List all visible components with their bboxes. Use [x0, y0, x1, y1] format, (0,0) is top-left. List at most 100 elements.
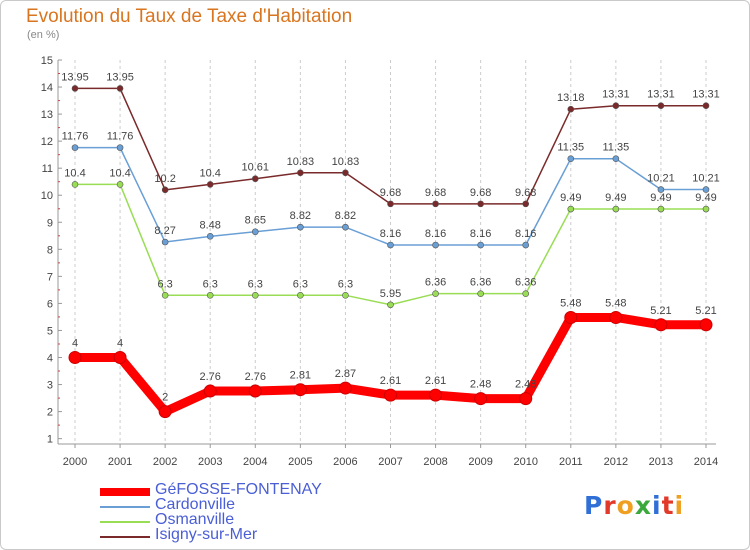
y-tick-label: 11: [42, 163, 53, 175]
data-point-g-fosse-fontenay: [158, 405, 172, 419]
data-point-cardonville: [297, 223, 304, 231]
x-tick-label: 2007: [378, 456, 402, 468]
data-label-osmanville: 9.49: [605, 192, 626, 204]
data-point-osmanville: [567, 205, 575, 213]
data-label-g-fosse-fontenay: 2.61: [380, 375, 401, 387]
data-label-cardonville: 11.35: [602, 142, 629, 154]
data-point-g-fosse-fontenay: [519, 392, 533, 406]
chart-title: Evolution du Taux de Taxe d'Habitation: [26, 6, 353, 27]
data-point-g-fosse-fontenay: [203, 384, 217, 398]
data-point-cardonville: [702, 186, 710, 193]
data-label-cardonville: 11.76: [107, 131, 134, 143]
data-point-cardonville: [116, 144, 124, 151]
x-tick-label: 2004: [243, 456, 267, 468]
y-tick-label: 10: [41, 190, 53, 202]
data-label-isigny-sur-mer: 10.61: [242, 162, 270, 174]
y-tick-label: 1: [47, 434, 53, 446]
data-label-cardonville: 8.48: [200, 219, 221, 231]
data-point-isigny-sur-mer: [477, 200, 484, 208]
data-point-osmanville: [342, 292, 349, 299]
data-label-osmanville: 6.3: [293, 278, 308, 290]
data-label-isigny-sur-mer: 10.4: [200, 167, 221, 179]
chart-subtitle: (en %): [27, 29, 60, 41]
data-point-osmanville: [206, 292, 214, 299]
legend-swatch: [100, 521, 150, 523]
data-point-isigny-sur-mer: [206, 181, 214, 188]
x-tick-label: 2000: [63, 456, 87, 468]
data-point-cardonville: [477, 241, 484, 249]
data-point-osmanville: [251, 292, 259, 299]
y-tick-label: 6: [47, 298, 53, 310]
data-label-g-fosse-fontenay: 2.81: [290, 370, 311, 382]
logo-letter: i: [674, 491, 685, 520]
logo-letter: o: [616, 491, 635, 520]
data-point-osmanville: [161, 292, 169, 299]
data-point-isigny-sur-mer: [297, 169, 304, 177]
y-tick-label: 9: [47, 217, 53, 229]
legend-swatch: [100, 488, 150, 496]
data-label-isigny-sur-mer: 9.68: [470, 187, 491, 199]
data-point-isigny-sur-mer: [342, 169, 349, 177]
x-tick-label: 2013: [649, 456, 673, 468]
data-label-g-fosse-fontenay: 2.87: [335, 368, 356, 380]
data-point-g-fosse-fontenay: [609, 310, 623, 324]
data-label-g-fosse-fontenay: 4: [117, 338, 123, 350]
logo-letter: r: [603, 491, 617, 520]
data-label-osmanville: 10.4: [64, 167, 85, 179]
data-label-cardonville: 8.82: [290, 210, 311, 222]
legend-label: Cardonville: [155, 496, 236, 513]
data-point-g-fosse-fontenay: [474, 392, 488, 406]
data-point-g-fosse-fontenay: [699, 318, 713, 332]
data-point-isigny-sur-mer: [251, 175, 259, 183]
data-label-cardonville: 11.76: [62, 131, 89, 143]
x-tick-label: 2008: [423, 456, 447, 468]
data-label-osmanville: 6.36: [425, 277, 446, 289]
data-point-cardonville: [387, 241, 394, 249]
data-point-g-fosse-fontenay: [429, 388, 443, 402]
data-point-g-fosse-fontenay: [248, 384, 262, 398]
data-point-cardonville: [522, 241, 530, 249]
data-point-cardonville: [161, 238, 169, 246]
x-tick-label: 2005: [288, 456, 312, 468]
data-label-osmanville: 6.36: [470, 277, 491, 289]
data-label-g-fosse-fontenay: 5.48: [560, 297, 581, 309]
data-label-isigny-sur-mer: 13.31: [692, 89, 720, 101]
data-label-osmanville: 9.49: [650, 192, 671, 204]
x-tick-label: 2012: [604, 456, 628, 468]
data-label-cardonville: 10.21: [647, 173, 675, 185]
y-tick-label: 14: [41, 82, 53, 94]
data-point-g-fosse-fontenay: [564, 310, 578, 324]
data-point-osmanville: [612, 205, 620, 213]
data-label-isigny-sur-mer: 13.95: [106, 71, 134, 83]
data-label-g-fosse-fontenay: 2.76: [200, 371, 221, 383]
y-tick-label: 7: [47, 271, 53, 283]
legend-swatch: [100, 506, 150, 508]
data-point-isigny-sur-mer: [387, 200, 394, 208]
data-point-isigny-sur-mer: [161, 186, 169, 194]
data-point-osmanville: [116, 181, 124, 188]
data-label-isigny-sur-mer: 13.31: [602, 89, 630, 101]
data-point-g-fosse-fontenay: [68, 351, 82, 365]
data-label-cardonville: 10.21: [692, 173, 720, 185]
data-label-osmanville: 6.3: [157, 278, 172, 290]
data-point-cardonville: [432, 241, 439, 249]
data-label-isigny-sur-mer: 10.83: [287, 156, 315, 168]
data-label-isigny-sur-mer: 10.2: [154, 173, 175, 185]
y-tick-label: 15: [41, 55, 53, 67]
logo-letter: t: [661, 491, 675, 520]
data-point-isigny-sur-mer: [612, 102, 620, 110]
y-tick-label: 2: [47, 407, 53, 419]
data-label-isigny-sur-mer: 9.68: [380, 187, 401, 199]
data-label-osmanville: 5.95: [380, 288, 401, 300]
logo-letter: i: [652, 491, 662, 520]
x-tick-label: 2006: [333, 456, 357, 468]
data-point-isigny-sur-mer: [567, 105, 575, 113]
logo-letter: x: [634, 491, 652, 520]
logo-letter: P: [584, 491, 604, 520]
data-point-isigny-sur-mer: [71, 85, 79, 92]
x-tick-label: 2001: [108, 456, 132, 468]
data-label-osmanville: 6.3: [338, 278, 353, 290]
data-label-isigny-sur-mer: 13.18: [557, 92, 585, 104]
